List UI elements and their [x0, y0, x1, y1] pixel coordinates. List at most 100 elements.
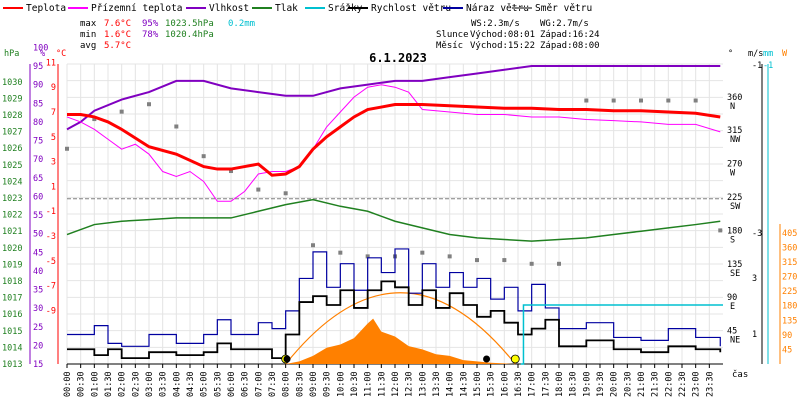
- solar-tick: 270: [782, 273, 797, 283]
- x-tick-label: 22:30: [678, 371, 688, 397]
- humidity-tick: 60: [33, 192, 43, 202]
- legend: Teplota Přízemní teplota Vlhkost Tlak Srážky…: [3, 3, 592, 14]
- stat-label: avg: [80, 41, 96, 51]
- wind-direction-point: [529, 261, 534, 266]
- x-tick-label: 14:30: [459, 371, 469, 397]
- direction-letter: N: [730, 102, 735, 112]
- wind-direction-point: [611, 98, 616, 103]
- direction-tick: 225: [727, 193, 742, 203]
- pressure-tick: 1021: [2, 227, 22, 237]
- humidity-tick: 40: [33, 267, 43, 277]
- y-axes: hPa 1030 1029 1028 1027 1026 1025 1024 1023 1022 1…: [2, 43, 797, 370]
- pressure-tick: 1026: [2, 144, 22, 154]
- wind-direction-point: [639, 98, 643, 103]
- wind-direction-point: [256, 187, 261, 192]
- legend-label: Srážky: [328, 3, 363, 14]
- x-tick-label: 23:30: [705, 371, 715, 397]
- stat-humidity: 95%: [142, 19, 159, 29]
- x-tick-label: 21:00: [637, 371, 647, 397]
- pressure-tick: 1017: [2, 294, 22, 304]
- x-tick-label: 11:00: [364, 371, 374, 397]
- temperature-tick: 9: [51, 83, 56, 93]
- solar-tick: 315: [782, 258, 797, 268]
- legend-label: Přízemní teplota: [91, 3, 183, 14]
- direction-letter: NW: [730, 135, 741, 145]
- legend-label: Rychlost větru: [371, 3, 451, 14]
- x-axis-label: čas: [732, 369, 748, 380]
- x-tick-label: 07:00: [254, 371, 264, 397]
- x-tick-label: 17:00: [528, 371, 538, 397]
- pressure-tick: 1023: [2, 194, 22, 204]
- wind-direction-point: [420, 250, 425, 255]
- info-moon-set: Západ:08:00: [540, 41, 600, 51]
- humidity-tick: 45: [33, 248, 43, 258]
- stat-temperature: 1.6°C: [104, 30, 131, 40]
- direction-letter: NE: [730, 336, 740, 346]
- wind-tick: 3: [752, 274, 757, 284]
- info-wg: WG:2.7m/s: [540, 19, 589, 29]
- rain-tick: -1: [763, 61, 773, 71]
- direction-letter: SE: [730, 269, 740, 279]
- solar-tick: 180: [782, 302, 797, 312]
- x-tick-label: 08:00: [282, 371, 292, 397]
- pressure-tick: 1029: [2, 94, 22, 104]
- wind-direction-point: [693, 98, 698, 103]
- humidity-tick: 80: [33, 118, 43, 128]
- moonset-marker: [283, 355, 291, 363]
- ground-temperature-line: [66, 84, 721, 202]
- solar-tick: 135: [782, 316, 797, 326]
- pressure-tick: 1025: [2, 161, 22, 171]
- x-tick-label: 03:00: [145, 371, 155, 397]
- info-ws: WS:2.3m/s: [471, 19, 520, 29]
- direction-tick: 45: [727, 327, 737, 337]
- x-tick-label: 14:00: [446, 371, 456, 397]
- wind-tick: -3: [752, 229, 762, 239]
- x-tick-label: 06:00: [227, 371, 237, 397]
- humidity-tick: 20: [33, 341, 43, 351]
- x-tick-label: 12:30: [405, 371, 415, 397]
- x-tick-label: 07:30: [268, 371, 278, 397]
- wind-tick: 1: [752, 330, 757, 340]
- humidity-line: [66, 65, 721, 131]
- wind-direction-point: [447, 254, 452, 259]
- direction-axis-title: °: [728, 49, 733, 59]
- pressure-tick: 1020: [2, 244, 22, 254]
- wind-direction-point: [718, 228, 723, 233]
- x-tick-label: 23:00: [692, 371, 702, 397]
- x-tick-label: 10:30: [350, 371, 360, 397]
- x-tick-label: 18:30: [569, 371, 579, 397]
- wind-direction-point: [65, 146, 69, 151]
- humidity-tick: 55: [33, 211, 43, 221]
- info-moon-rise: Východ:15:22: [470, 41, 535, 51]
- legend-label: Tlak: [275, 3, 298, 14]
- x-tick-label: 06:30: [241, 371, 251, 397]
- wind-direction-point: [666, 98, 671, 103]
- wind-direction-point: [311, 243, 315, 248]
- direction-letter: SW: [730, 202, 741, 212]
- temperature-tick: -7: [46, 282, 56, 292]
- x-tick-label: 05:00: [200, 371, 210, 397]
- pressure-tick: 1016: [2, 310, 22, 320]
- wind-direction-point: [365, 254, 370, 259]
- solar-tick: 360: [782, 243, 797, 253]
- pressure-tick: 1024: [2, 177, 22, 187]
- x-tick-label: 16:00: [500, 371, 510, 397]
- legend-label: Náraz větru: [466, 3, 529, 14]
- temperature-tick: -1: [46, 207, 56, 217]
- stat-temperature: 5.7°C: [104, 41, 131, 51]
- pressure-tick: 1027: [2, 128, 22, 138]
- chart-title: 6.1.2023: [369, 51, 427, 65]
- series-layer: [65, 65, 723, 365]
- pressure-tick: 1022: [2, 211, 22, 221]
- rain-line: [520, 304, 723, 365]
- stats-block: max 7.6°C 95% 1023.5hPa 0.2mm min 1.6°C 78% 1020…: [80, 19, 255, 51]
- legend-label: Směr větru: [535, 3, 592, 14]
- legend-label: Vlhkost: [209, 3, 249, 14]
- x-tick-label: 13:00: [418, 371, 428, 397]
- stat-humidity: 78%: [142, 30, 159, 40]
- stat-rain: 0.2mm: [228, 19, 255, 29]
- humidity-tick: 95: [33, 62, 43, 72]
- temperature-line: [67, 103, 721, 177]
- info-moon-label: Měsíc: [436, 41, 463, 51]
